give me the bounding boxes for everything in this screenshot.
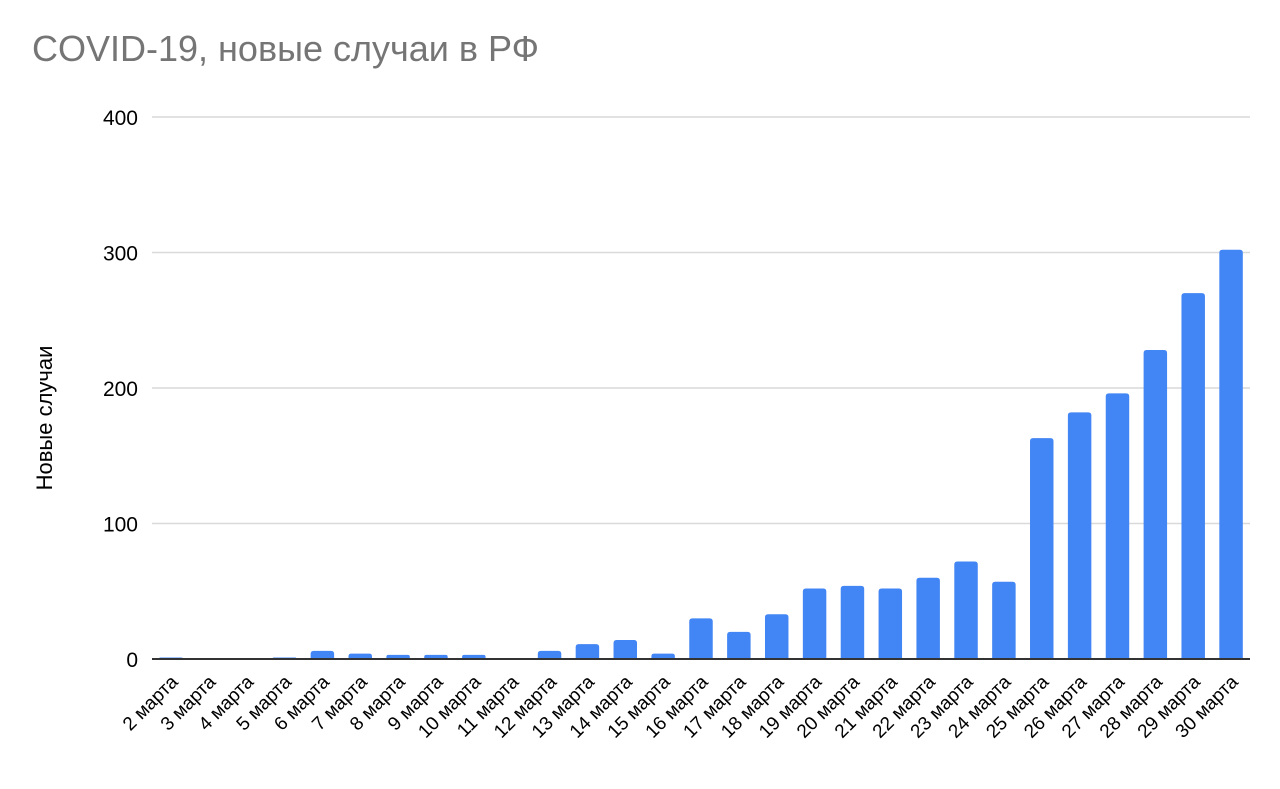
bar (386, 654, 410, 659)
bar (310, 650, 335, 659)
bar (575, 644, 600, 659)
bar (689, 618, 713, 659)
bar (840, 585, 865, 659)
y-tick-label: 100 (103, 514, 138, 537)
bar (916, 577, 940, 659)
bar (764, 614, 789, 659)
bar (424, 654, 448, 659)
y-axis-ticks: 0 100 200 300 400 (103, 107, 138, 672)
y-tick-label: 300 (103, 243, 138, 266)
bar (1105, 393, 1130, 659)
bar (727, 631, 751, 659)
bar (1181, 293, 1205, 659)
bar (651, 653, 675, 659)
y-tick-label: 200 (103, 378, 138, 401)
bar (802, 588, 827, 659)
gridlines (152, 116, 1250, 525)
y-axis-title: Новые случаи (32, 346, 57, 491)
bar (878, 588, 903, 659)
y-tick-label: 0 (126, 649, 138, 672)
bar (613, 640, 638, 659)
bar (462, 654, 486, 659)
bar (1219, 249, 1243, 660)
bars (159, 249, 1243, 660)
bar (1143, 350, 1168, 659)
bar (992, 581, 1016, 659)
bar (1067, 412, 1092, 659)
y-tick-label: 400 (103, 107, 138, 130)
bar (348, 653, 372, 659)
chart-title: COVID-19, новые случаи в РФ (32, 28, 539, 69)
bar (1030, 438, 1054, 659)
bar (954, 561, 978, 659)
bar (537, 650, 562, 659)
